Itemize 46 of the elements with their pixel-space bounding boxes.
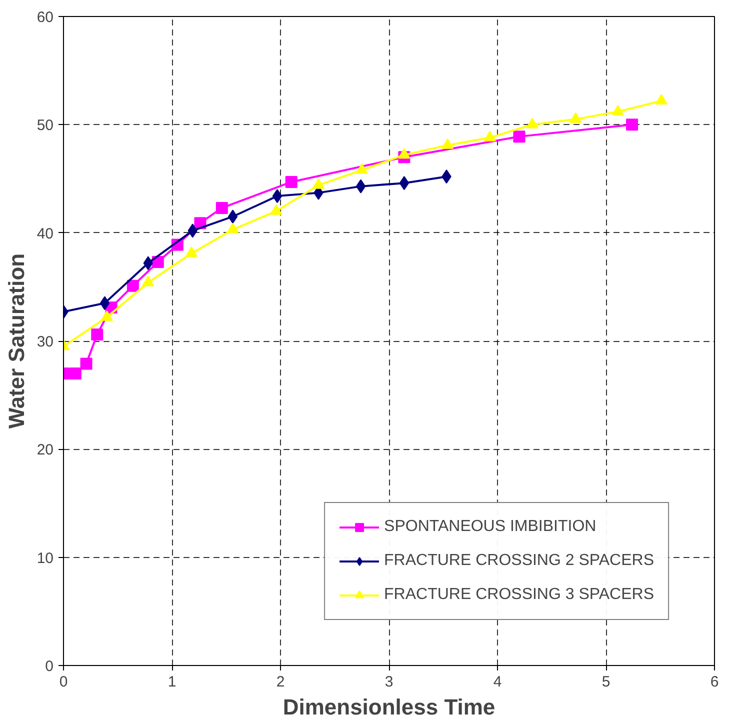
point [226,222,239,234]
point [626,118,638,131]
point [570,112,582,123]
x-tick-label: 4 [493,674,502,690]
point [526,118,538,128]
y-axis-title: Water Saturation [4,253,29,429]
x-tick-label: 0 [59,674,68,690]
y-tick-label: 20 [36,442,54,459]
y-tick-label: 40 [36,225,54,242]
point [216,202,228,214]
point [484,130,496,142]
point [142,276,154,286]
point [442,138,454,149]
legend-label: SPONTANEOUS IMBIBITION [384,518,596,536]
point [186,246,198,258]
point [100,296,110,310]
point [228,210,238,224]
x-tick-label: 2 [276,674,285,690]
point [69,367,82,380]
point [312,178,324,189]
point [513,130,526,143]
legend-label: FRACTURE CROSSING 2 SPACERS [384,552,654,570]
point [91,328,104,341]
point [398,148,410,159]
y-tick-label: 10 [36,550,54,567]
point [126,280,139,292]
x-tick-label: 6 [710,674,719,690]
x-axis-title: Dimensionless Time [282,694,496,720]
x-tick-label: 3 [384,674,394,690]
y-tick-label: 60 [36,9,54,26]
y-tick-label: 30 [36,334,54,350]
point [655,94,668,105]
legend-label: FRACTURE CROSSING 3 SPACERS [384,586,654,604]
point [100,310,113,321]
x-tick-label: 1 [168,674,176,690]
point [356,179,366,194]
point [285,176,298,188]
y-tick-label: 0 [45,658,54,675]
point [612,104,624,116]
point [399,176,410,190]
y-tick-label: 50 [36,117,54,134]
x-tick-label: 5 [602,674,610,690]
point [272,189,282,204]
point [270,204,282,215]
point [356,163,368,174]
point [80,358,92,370]
